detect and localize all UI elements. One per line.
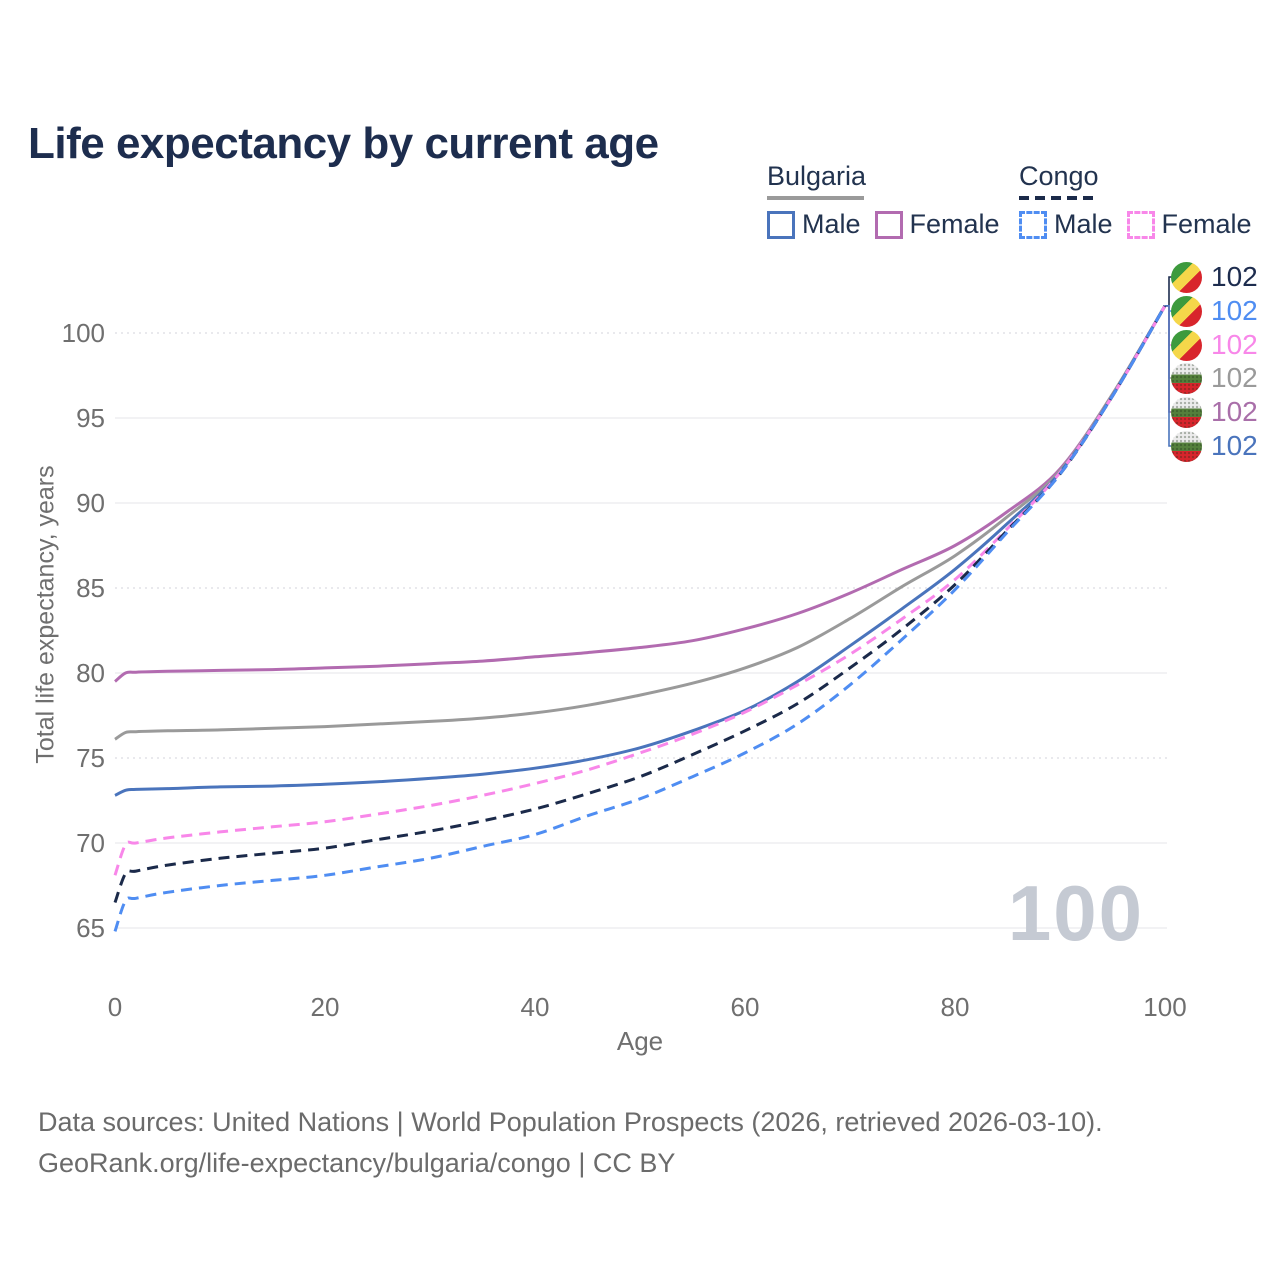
legend-group-bulgaria: Bulgaria Male Female xyxy=(767,161,1014,240)
bulgaria-flag-icon xyxy=(1171,396,1202,428)
y-tick-label: 75 xyxy=(76,743,105,773)
legend-underline-solid xyxy=(767,196,864,200)
x-axis-title: Age xyxy=(616,1026,664,1056)
legend-label: Female xyxy=(1161,209,1252,239)
legend-item-bulgaria-male[interactable]: Male xyxy=(767,209,861,240)
series-line-congo-male[interactable] xyxy=(113,305,1167,932)
legend-swatch-icon[interactable] xyxy=(1019,210,1047,239)
end-label-value: 102 xyxy=(1211,396,1258,427)
y-tick-label: 85 xyxy=(76,573,105,603)
end-label-value: 102 xyxy=(1211,295,1258,326)
end-label-value: 102 xyxy=(1211,261,1258,292)
legend-label: Male xyxy=(802,209,861,239)
legend-item-congo-male[interactable]: Male xyxy=(1019,209,1113,240)
footer: Data sources: United Nations | World Pop… xyxy=(38,1102,1103,1184)
age-watermark: 100 xyxy=(1007,869,1144,957)
x-tick-label: 40 xyxy=(521,992,550,1022)
end-label-row[interactable]: 102 xyxy=(1171,429,1258,463)
legend-row: Male Female xyxy=(1019,209,1266,240)
end-label-row[interactable]: 102 xyxy=(1171,328,1258,362)
x-tick-label: 20 xyxy=(311,992,340,1022)
end-label-row[interactable]: 102 xyxy=(1171,361,1258,395)
y-tick-label: 80 xyxy=(76,658,105,688)
x-tick-label: 80 xyxy=(941,992,970,1022)
y-tick-label: 65 xyxy=(76,913,105,943)
legend-underline-dashed xyxy=(1019,196,1096,200)
legend-item-congo-female[interactable]: Female xyxy=(1126,209,1252,240)
page-title: Life expectancy by current age xyxy=(28,119,659,169)
bulgaria-flag-icon xyxy=(1171,362,1202,394)
legend-item-bulgaria-female[interactable]: Female xyxy=(874,209,1000,240)
legend-swatch-icon[interactable] xyxy=(1126,210,1155,239)
y-tick-label: 70 xyxy=(76,828,105,858)
legend-label: Male xyxy=(1054,209,1113,239)
series-line-bulgaria[interactable] xyxy=(114,305,1167,741)
congo-flag-icon xyxy=(1171,261,1202,293)
legend-row: Male Female xyxy=(767,209,1014,240)
series-line-bulgaria-female[interactable] xyxy=(114,305,1167,683)
series-line-congo-female[interactable] xyxy=(113,305,1167,876)
y-tick-label: 90 xyxy=(76,488,105,518)
legend-group-congo: Congo Male Female xyxy=(1019,161,1266,240)
x-tick-label: 60 xyxy=(731,992,760,1022)
legend-swatch-icon[interactable] xyxy=(767,210,795,239)
footer-attribution-line: GeoRank.org/life-expectancy/bulgaria/con… xyxy=(38,1148,676,1178)
congo-flag-icon xyxy=(1171,295,1202,327)
legend-swatch-icon[interactable] xyxy=(874,210,903,239)
legend-country-bulgaria[interactable]: Bulgaria xyxy=(767,161,867,191)
legend-country-congo[interactable]: Congo xyxy=(1019,161,1099,191)
end-label-value: 102 xyxy=(1211,430,1258,461)
end-label-value: 102 xyxy=(1211,362,1258,393)
y-tick-label: 95 xyxy=(76,403,105,433)
end-label-row[interactable]: 102 xyxy=(1171,294,1258,328)
footer-sources-line: Data sources: United Nations | World Pop… xyxy=(38,1107,1103,1137)
end-label-row[interactable]: 102 xyxy=(1171,395,1258,429)
bulgaria-flag-icon xyxy=(1171,430,1202,462)
series-line-bulgaria-male[interactable] xyxy=(114,305,1167,797)
legend-label: Female xyxy=(909,209,1000,239)
congo-flag-icon xyxy=(1171,329,1202,361)
x-tick-label: 100 xyxy=(1143,992,1186,1022)
y-axis-title: Total life expectancy, years xyxy=(31,465,60,764)
end-label-row[interactable]: 102 xyxy=(1171,260,1258,294)
y-tick-label: 100 xyxy=(62,318,105,348)
series-line-congo[interactable] xyxy=(113,305,1167,904)
x-tick-label: 0 xyxy=(108,992,122,1022)
end-label-value: 102 xyxy=(1211,329,1258,360)
